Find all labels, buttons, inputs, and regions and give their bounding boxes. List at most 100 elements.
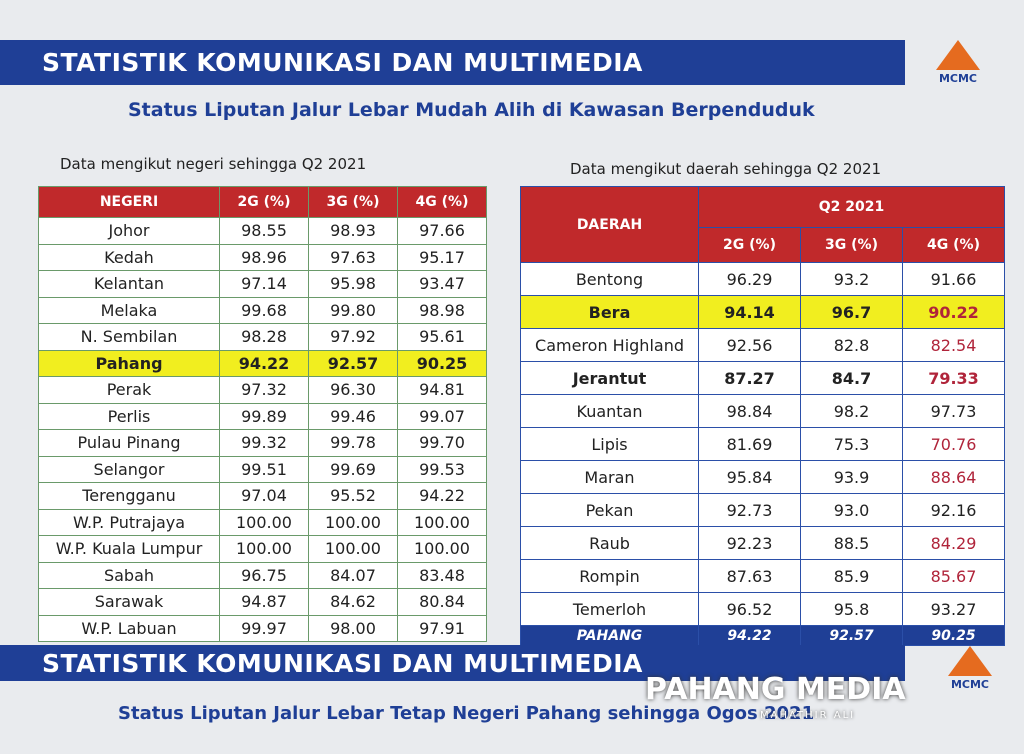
value-cell: 93.47 bbox=[397, 270, 487, 298]
value-cell: 98.96 bbox=[219, 243, 309, 271]
value-cell: 96.7 bbox=[800, 295, 903, 329]
district-cell: Kuantan bbox=[520, 394, 699, 428]
value-cell: 92.56 bbox=[698, 328, 801, 362]
data-row: W.P. Putrajaya 100.00 100.00 100.00 bbox=[38, 508, 487, 536]
value-cell: 79.33 bbox=[902, 361, 1005, 395]
district-cell: Bera bbox=[520, 295, 699, 329]
column-header: 2G (%) bbox=[219, 186, 309, 218]
value-cell: 99.78 bbox=[308, 429, 398, 457]
total-row: PAHANG 94.22 92.57 90.25 bbox=[520, 625, 1005, 646]
data-row: Cameron Highland 92.56 82.8 82.54 bbox=[520, 328, 1005, 362]
column-header: DAERAH bbox=[520, 186, 699, 263]
state-cell: W.P. Putrajaya bbox=[38, 508, 220, 536]
value-cell: 95.98 bbox=[308, 270, 398, 298]
district-cell: Jerantut bbox=[520, 361, 699, 395]
value-cell: 84.62 bbox=[308, 588, 398, 616]
total-cell: 90.25 bbox=[902, 625, 1005, 646]
data-row: Johor 98.55 98.93 97.66 bbox=[38, 217, 487, 245]
data-row: Kelantan 97.14 95.98 93.47 bbox=[38, 270, 487, 298]
value-cell: 99.07 bbox=[397, 402, 487, 430]
value-cell: 97.92 bbox=[308, 323, 398, 351]
state-cell: Perak bbox=[38, 376, 220, 404]
footer-banner: STATISTIK KOMUNIKASI DAN MULTIMEDIA bbox=[0, 645, 905, 681]
value-cell: 99.89 bbox=[219, 402, 309, 430]
value-cell: 93.0 bbox=[800, 493, 903, 527]
value-cell: 99.46 bbox=[308, 402, 398, 430]
value-cell: 94.22 bbox=[397, 482, 487, 510]
data-row: Pahang 94.22 92.57 90.25 bbox=[38, 349, 487, 377]
column-header: 3G (%) bbox=[800, 227, 903, 263]
header-row: DAERAH Q2 2021 bbox=[520, 186, 1005, 263]
total-cell: PAHANG bbox=[520, 625, 699, 646]
value-cell: 96.75 bbox=[219, 561, 309, 589]
value-cell: 100.00 bbox=[308, 535, 398, 563]
value-cell: 84.07 bbox=[308, 561, 398, 589]
value-cell: 100.00 bbox=[219, 508, 309, 536]
value-cell: 87.63 bbox=[698, 559, 801, 593]
value-cell: 82.54 bbox=[902, 328, 1005, 362]
district-cell: Temerloh bbox=[520, 592, 699, 626]
data-row: Kedah 98.96 97.63 95.17 bbox=[38, 243, 487, 271]
header-title: STATISTIK KOMUNIKASI DAN MULTIMEDIA bbox=[42, 48, 643, 77]
header-logo: MCMC bbox=[928, 40, 988, 85]
value-cell: 98.84 bbox=[698, 394, 801, 428]
value-cell: 96.30 bbox=[308, 376, 398, 404]
value-cell: 91.66 bbox=[902, 262, 1005, 296]
value-cell: 99.97 bbox=[219, 614, 309, 642]
value-cell: 85.67 bbox=[902, 559, 1005, 593]
state-table: NEGERI 2G (%) 3G (%) 4G (%) Johor 98.55 98.93 9… bbox=[38, 186, 487, 642]
value-cell: 82.8 bbox=[800, 328, 903, 362]
value-cell: 97.66 bbox=[397, 217, 487, 245]
value-cell: 87.27 bbox=[698, 361, 801, 395]
data-row: Perlis 99.89 99.46 99.07 bbox=[38, 402, 487, 430]
state-cell: Terengganu bbox=[38, 482, 220, 510]
logo-text: MCMC bbox=[950, 678, 990, 691]
value-cell: 99.80 bbox=[308, 296, 398, 324]
value-cell: 95.84 bbox=[698, 460, 801, 494]
column-header: NEGERI bbox=[38, 186, 220, 218]
data-row: Selangor 99.51 99.69 99.53 bbox=[38, 455, 487, 483]
district-cell: Rompin bbox=[520, 559, 699, 593]
left-caption: Data mengikut negeri sehingga Q2 2021 bbox=[60, 155, 367, 173]
column-header: 3G (%) bbox=[308, 186, 398, 218]
value-cell: 97.14 bbox=[219, 270, 309, 298]
state-cell: Pulau Pinang bbox=[38, 429, 220, 457]
value-cell: 97.91 bbox=[397, 614, 487, 642]
header-row: 2G (%) 3G (%) 4G (%) bbox=[521, 227, 1005, 263]
value-cell: 98.98 bbox=[397, 296, 487, 324]
logo-text: MCMC bbox=[938, 72, 978, 85]
value-cell: 90.22 bbox=[902, 295, 1005, 329]
watermark-author: MAHATHIR ALI bbox=[760, 710, 856, 721]
watermark-name: PAHANG MEDIA bbox=[645, 672, 906, 707]
data-row: Raub 92.23 88.5 84.29 bbox=[520, 526, 1005, 560]
value-cell: 98.28 bbox=[219, 323, 309, 351]
group-header: Q2 2021 bbox=[698, 186, 1005, 228]
value-cell: 90.25 bbox=[397, 349, 487, 377]
value-cell: 98.93 bbox=[308, 217, 398, 245]
value-cell: 94.14 bbox=[698, 295, 801, 329]
value-cell: 70.76 bbox=[902, 427, 1005, 461]
total-cell: 94.22 bbox=[698, 625, 801, 646]
state-cell: Pahang bbox=[38, 349, 220, 377]
value-cell: 83.48 bbox=[397, 561, 487, 589]
value-cell: 95.8 bbox=[800, 592, 903, 626]
district-cell: Bentong bbox=[520, 262, 699, 296]
data-row: N. Sembilan 98.28 97.92 95.61 bbox=[38, 323, 487, 351]
state-cell: Melaka bbox=[38, 296, 220, 324]
value-cell: 96.52 bbox=[698, 592, 801, 626]
value-cell: 97.04 bbox=[219, 482, 309, 510]
value-cell: 100.00 bbox=[308, 508, 398, 536]
value-cell: 99.68 bbox=[219, 296, 309, 324]
district-cell: Lipis bbox=[520, 427, 699, 461]
value-cell: 100.00 bbox=[397, 535, 487, 563]
state-cell: Johor bbox=[38, 217, 220, 245]
data-row: Sabah 96.75 84.07 83.48 bbox=[38, 561, 487, 589]
right-caption: Data mengikut daerah sehingga Q2 2021 bbox=[570, 160, 882, 178]
data-row: Jerantut 87.27 84.7 79.33 bbox=[520, 361, 1005, 395]
value-cell: 94.81 bbox=[397, 376, 487, 404]
value-cell: 81.69 bbox=[698, 427, 801, 461]
value-cell: 88.64 bbox=[902, 460, 1005, 494]
state-cell: Kelantan bbox=[38, 270, 220, 298]
header-row: NEGERI 2G (%) 3G (%) 4G (%) bbox=[38, 186, 487, 218]
value-cell: 92.73 bbox=[698, 493, 801, 527]
